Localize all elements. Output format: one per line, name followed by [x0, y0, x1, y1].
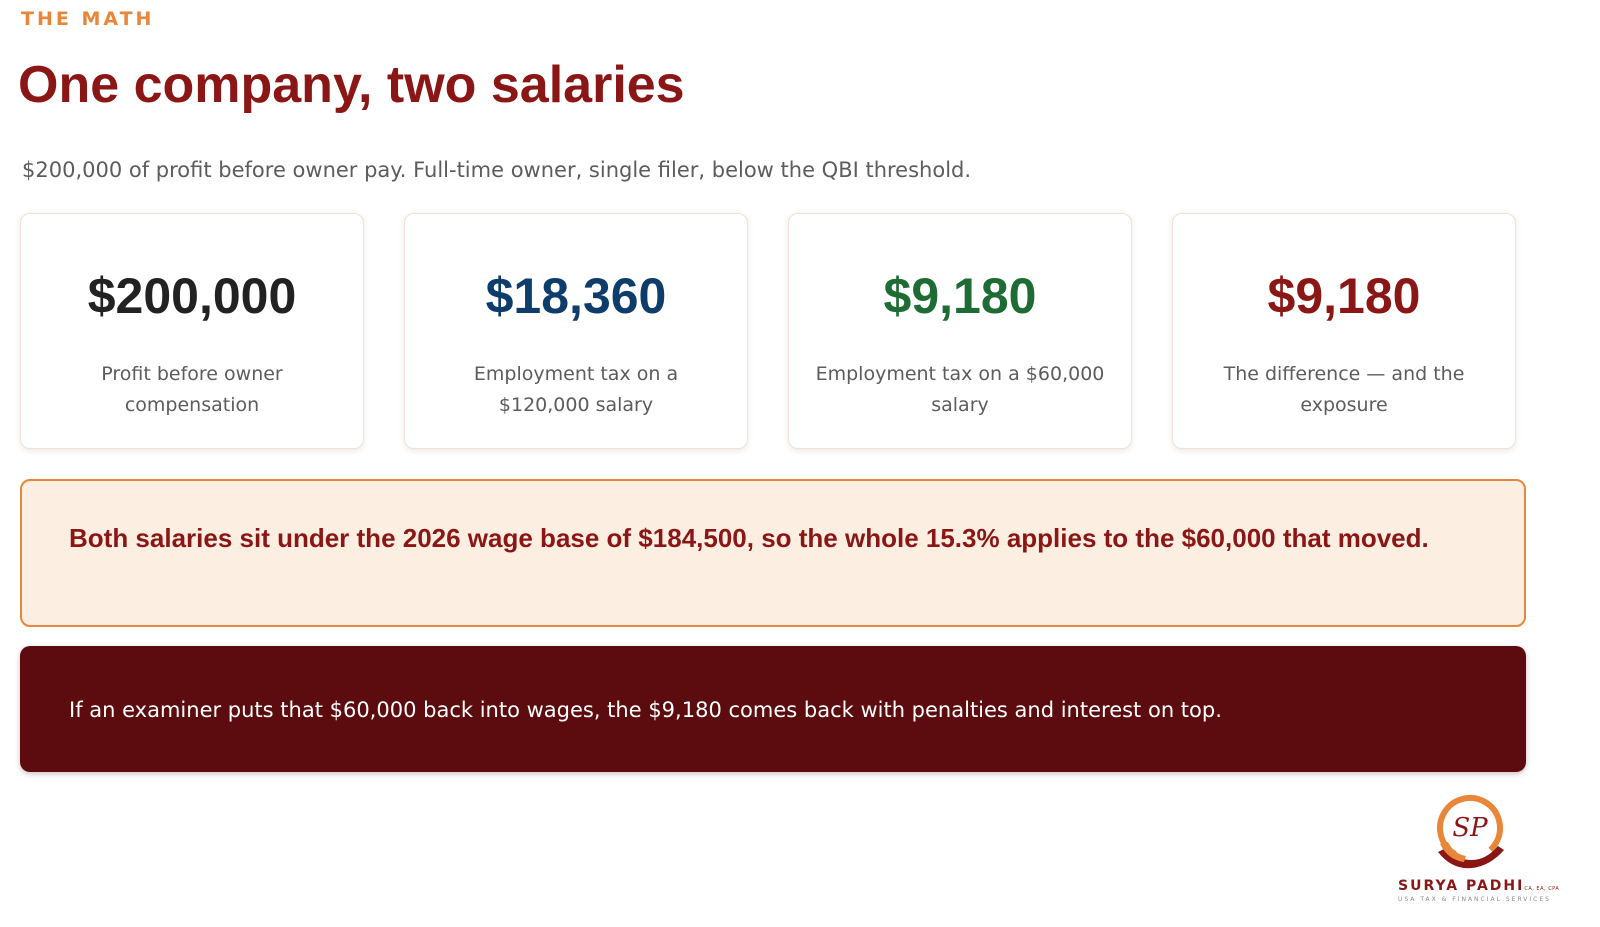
brand-credentials: CA, EA, CPA [1524, 886, 1560, 892]
stat-card-tax-60k: $9,180 Employment tax on a $60,000 salar… [788, 213, 1132, 449]
stat-value: $200,000 [87, 268, 297, 324]
svg-text:SP: SP [1452, 813, 1488, 843]
wage-base-callout: Both salaries sit under the 2026 wage ba… [20, 479, 1526, 627]
exposure-banner: If an examiner puts that $60,000 back in… [20, 646, 1526, 772]
stat-card-tax-120k: $18,360 Employment tax on a $120,000 sal… [404, 213, 748, 449]
stat-label: Profit before owner compensation [101, 363, 283, 416]
section-eyebrow: THE MATH [21, 8, 155, 30]
brand-tagline: USA TAX & FINANCIAL SERVICES [1398, 896, 1551, 903]
page-subtitle: $200,000 of profit before owner pay. Ful… [22, 158, 972, 182]
stat-label: Employment tax on a $120,000 salary [473, 363, 679, 416]
banner-text: If an examiner puts that $60,000 back in… [69, 698, 1222, 722]
brand-logo: SP SURYA PADHICA, EA, CPA USA TAX & FINA… [1390, 790, 1560, 910]
stat-label: The difference — and the exposure [1223, 363, 1465, 416]
stat-label: Employment tax on a $60,000 salary [815, 363, 1105, 416]
stat-card-difference: $9,180 The difference — and the exposure [1172, 213, 1516, 449]
handshake-monogram-icon: SP [1437, 795, 1504, 869]
stat-value: $18,360 [485, 268, 667, 324]
callout-text: Both salaries sit under the 2026 wage ba… [69, 523, 1429, 553]
page-title: One company, two salaries [18, 56, 685, 114]
stat-card-profit: $200,000 Profit before owner compensatio… [20, 213, 364, 449]
brand-name: SURYA PADHICA, EA, CPA [1398, 878, 1560, 894]
stat-value: $9,180 [1267, 268, 1421, 324]
stat-value: $9,180 [883, 268, 1037, 324]
stat-cards: $200,000 Profit before owner compensatio… [20, 213, 1517, 451]
